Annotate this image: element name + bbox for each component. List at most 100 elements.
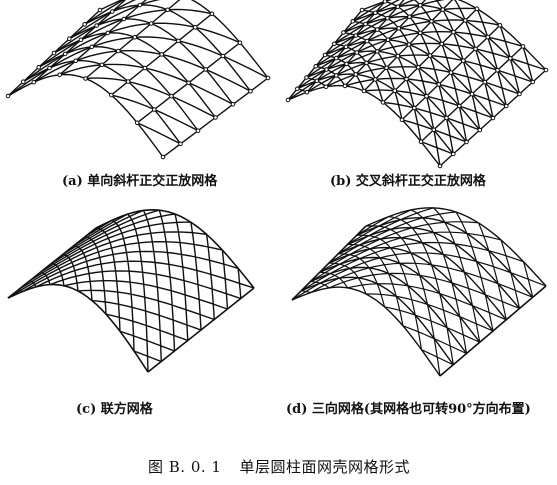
- grid-node: [160, 154, 166, 160]
- diagonal-member: [356, 234, 423, 350]
- diagonal-member: [435, 0, 444, 10]
- lamella-member: [105, 313, 189, 342]
- grid-node: [67, 36, 72, 42]
- diagonal-member: [111, 94, 155, 111]
- diagonal-member: [387, 17, 400, 29]
- grid-node: [324, 67, 329, 72]
- grid-node: [439, 41, 445, 47]
- lamella-member: [133, 350, 162, 363]
- grid-node: [354, 50, 360, 55]
- grid-node: [192, 25, 198, 30]
- grid-node: [477, 127, 483, 133]
- lamella-member: [119, 330, 175, 352]
- grid-node: [406, 42, 412, 47]
- grid-node: [407, 14, 412, 20]
- grid-node: [176, 38, 181, 44]
- grid-node: [230, 102, 236, 107]
- grid-node: [110, 9, 115, 14]
- diagonal-member: [144, 67, 189, 84]
- diagonal-member: [522, 46, 534, 83]
- lamella-member: [111, 219, 135, 352]
- grid-node: [125, 79, 131, 84]
- grid-node: [495, 67, 500, 73]
- diagonal-member: [388, 216, 454, 365]
- diagonal-member: [310, 262, 534, 298]
- diagonal-member: [80, 18, 125, 41]
- grid-node: [265, 75, 271, 81]
- diagonal-member: [484, 81, 494, 119]
- grid-node: [31, 79, 37, 85]
- diagonal-member: [85, 77, 129, 83]
- diagonal-member: [291, 252, 547, 301]
- grid-node: [116, 48, 121, 54]
- lamella-member: [127, 213, 149, 373]
- diagonal-member: [134, 36, 179, 42]
- grid-node: [342, 83, 348, 89]
- diagonal-member: [438, 84, 448, 119]
- grid-node: [364, 60, 369, 66]
- grid-node: [178, 141, 183, 147]
- caption-panel-c: (c) 联方网格: [76, 402, 153, 417]
- grid-node: [322, 52, 328, 58]
- diagonal-member: [75, 50, 119, 62]
- grid-node: [152, 107, 157, 112]
- grid-node: [73, 58, 78, 64]
- grid-node: [520, 44, 526, 49]
- diagonal-member: [402, 325, 467, 355]
- panel-a-single-diagonal-grid: [5, 0, 271, 160]
- grid-node: [195, 128, 201, 133]
- grid-node: [380, 100, 386, 105]
- diagonal-member: [107, 22, 152, 34]
- arch-member: [99, 0, 269, 79]
- grid-node: [94, 23, 99, 28]
- diagonal-member: [123, 9, 168, 20]
- figure-number: 图 B. 0. 1: [148, 458, 222, 476]
- grid-node: [343, 44, 349, 50]
- grid-node: [418, 30, 423, 36]
- diagonal-member: [365, 62, 376, 80]
- diagonal-member: [96, 4, 141, 27]
- lamella-member: [49, 270, 242, 300]
- arch-member: [287, 84, 441, 167]
- diagonal-member: [387, 39, 399, 57]
- grid-node: [169, 93, 174, 99]
- grid-node: [431, 127, 437, 133]
- lamella-member: [142, 210, 162, 362]
- diagonal-member: [417, 67, 428, 97]
- grid-node: [334, 55, 339, 61]
- panel-d-three-way-grid: [291, 207, 547, 377]
- grid-node: [382, 0, 388, 4]
- diagonal-member: [397, 6, 411, 18]
- diagonal-member: [91, 36, 135, 48]
- grid-node: [473, 46, 478, 52]
- diagonal-member: [442, 9, 455, 33]
- lamella-member: [190, 222, 202, 331]
- grid-node: [304, 89, 310, 95]
- grid-node: [47, 65, 52, 71]
- diagonal-member: [496, 70, 507, 107]
- grid-node: [78, 37, 84, 43]
- grid-node: [285, 97, 291, 103]
- diagonal-member: [413, 0, 421, 6]
- grid-node: [21, 79, 26, 84]
- diagonal-member: [84, 0, 125, 25]
- lamella-member: [174, 213, 189, 341]
- grid-node: [469, 91, 475, 97]
- diagonal-member: [477, 222, 507, 320]
- grid-node: [99, 62, 105, 68]
- diagonal-member: [419, 32, 431, 56]
- grid-node: [424, 93, 429, 99]
- grid-node: [451, 151, 456, 157]
- grid-node: [399, 117, 405, 123]
- diagonal-member: [53, 25, 97, 54]
- lamella-member: [205, 234, 215, 320]
- diagonal-member: [385, 67, 396, 91]
- grid-node: [220, 53, 226, 59]
- grid-node: [490, 115, 496, 121]
- panel-b-cross-diagonal-grid: [285, 0, 549, 169]
- grid-node: [373, 10, 378, 16]
- grid-node: [385, 15, 390, 21]
- diagonal-member: [355, 74, 365, 92]
- grid-node: [148, 21, 154, 26]
- grid-node: [463, 18, 468, 23]
